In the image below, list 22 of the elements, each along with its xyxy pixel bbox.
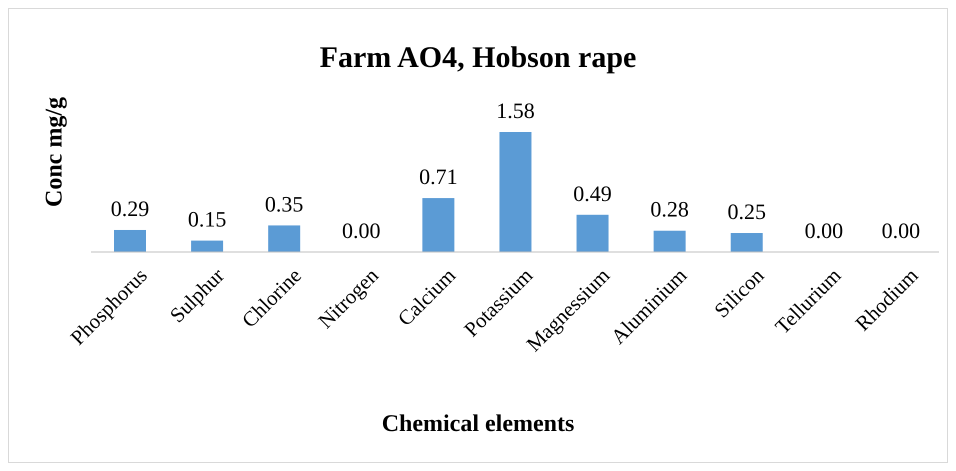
x-axis-title: Chemical elements: [380, 411, 576, 438]
bar: [268, 225, 300, 252]
data-label: 0.29: [110, 196, 150, 221]
data-label: 0.00: [804, 218, 844, 243]
data-label: 0.00: [342, 218, 381, 243]
data-label: 0.49: [573, 180, 612, 206]
data-label: 0.71: [419, 164, 458, 190]
bar: [654, 230, 686, 252]
y-axis-title: Conc mg/g: [42, 97, 68, 207]
bar: [422, 198, 454, 252]
data-label: 0.15: [188, 206, 226, 232]
bar: [499, 132, 532, 252]
bar: [114, 230, 146, 252]
data-label: 0.35: [264, 191, 304, 216]
bar: [576, 214, 609, 252]
data-label: 0.00: [882, 218, 920, 243]
data-label: 1.58: [496, 98, 535, 123]
chart-title: Farm AO4, Hobson rape: [318, 41, 638, 75]
data-label: 0.28: [650, 196, 689, 222]
bar: [730, 233, 763, 252]
data-label: 0.25: [727, 199, 766, 224]
bar: [191, 240, 224, 252]
